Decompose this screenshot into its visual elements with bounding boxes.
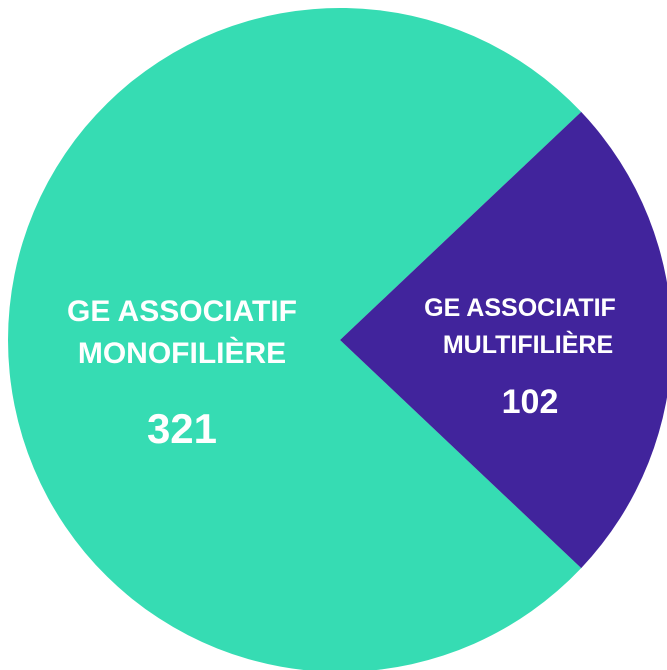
slice-label-multifiliere-line-1: GE ASSOCIATIF: [424, 294, 616, 322]
slice-label-monofiliere-line-1: GE ASSOCIATIF: [67, 295, 297, 328]
slice-value-multifiliere: 102: [502, 383, 559, 421]
pie-slices: [8, 8, 667, 670]
slice-value-monofiliere: 321: [147, 405, 217, 452]
pie-slice-multifiliere: [340, 111, 667, 569]
pie-slice-monofiliere: [8, 8, 582, 670]
slice-label-multifiliere-line-2: MULTIFILIÈRE: [443, 330, 613, 359]
slice-label-monofiliere-line-2: MONOFILIÈRE: [78, 336, 286, 370]
